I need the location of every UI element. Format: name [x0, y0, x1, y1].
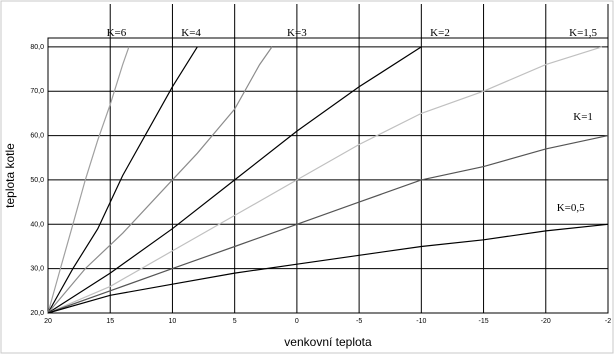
x-tick-label: 20: [44, 318, 52, 325]
series-label: K=4: [181, 27, 201, 39]
x-tick-label: 15: [106, 318, 114, 325]
y-tick-label: 70,0: [30, 88, 44, 95]
series-label: K=1,5: [569, 27, 597, 39]
x-tick-label: -20: [541, 318, 551, 325]
y-axis-title: teplota kotle: [3, 143, 17, 208]
series-label: K=3: [287, 27, 307, 39]
y-tick-label: 50,0: [30, 177, 44, 184]
x-axis-title: venkovní teplota: [284, 335, 372, 349]
series-line: [47, 46, 198, 314]
x-tick-label: 0: [295, 318, 299, 325]
x-tick-label: -15: [478, 318, 488, 325]
series-line: [47, 46, 273, 314]
x-tick-label: 10: [169, 318, 177, 325]
series-line: [47, 135, 609, 314]
series-line: [47, 223, 609, 314]
plot-area: [47, 37, 609, 314]
y-tick-label: 30,0: [30, 266, 44, 273]
y-tick-label: 40,0: [30, 221, 44, 228]
y-tick-label: 60,0: [30, 133, 44, 140]
x-tick-label: 5: [233, 318, 237, 325]
series-label: K=6: [107, 27, 127, 39]
x-tick-label: -2: [605, 318, 611, 325]
series-line: [47, 46, 422, 314]
x-tick-label: -5: [356, 318, 362, 325]
series-label: K=1: [573, 111, 593, 123]
x-tick-label: -10: [416, 318, 426, 325]
series-line: [47, 46, 602, 314]
series-line: [47, 46, 130, 314]
y-tick-label: 20,0: [30, 310, 44, 317]
y-tick-label: 80,0: [30, 44, 44, 51]
series-label: K=2: [430, 27, 450, 39]
series-label: K=0,5: [557, 202, 585, 214]
